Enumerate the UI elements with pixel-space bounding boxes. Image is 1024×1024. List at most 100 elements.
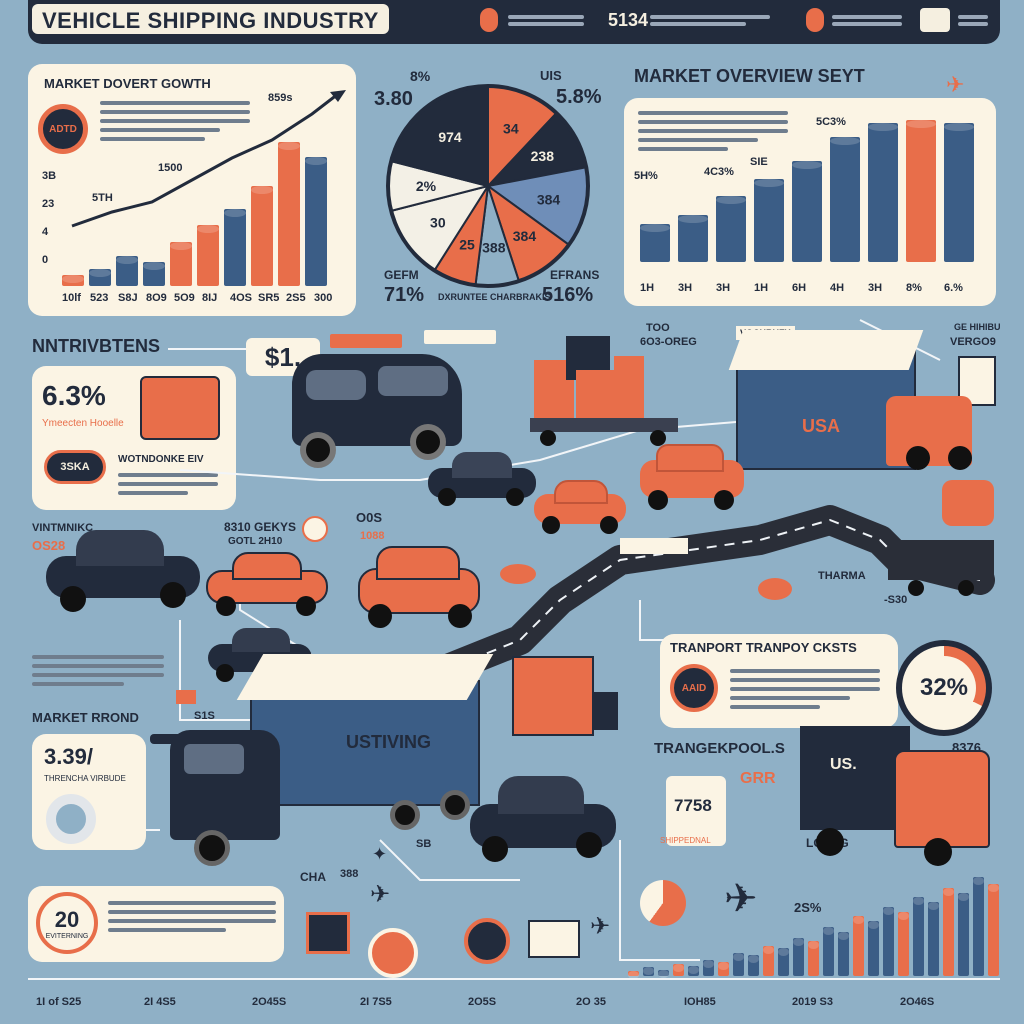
market-growth-bars xyxy=(62,120,342,286)
bottom-chart-bar xyxy=(898,912,909,976)
bottom-chart-bar xyxy=(673,964,684,976)
bottom-chart-bar xyxy=(913,897,924,976)
market-overview-bar xyxy=(792,161,822,262)
header-flag-icon[interactable] xyxy=(920,8,950,32)
warehouse-icon xyxy=(512,656,594,736)
suv-icon-2[interactable] xyxy=(358,542,480,632)
plane-icon-4: ✈ xyxy=(590,913,611,940)
xtick: S8J xyxy=(118,292,138,304)
vmnt-label-2: OS28 xyxy=(32,538,66,553)
sb-label: SB xyxy=(416,838,432,850)
plane-icon: ✈ xyxy=(946,72,965,97)
car-icon-3[interactable] xyxy=(206,548,328,618)
footer-orange-circle xyxy=(368,928,418,978)
bottom-chart-bar xyxy=(718,962,729,976)
market-growth-bar xyxy=(251,186,273,286)
pie-label-tr2: UIS xyxy=(540,68,562,83)
container-truck-icon[interactable]: USA xyxy=(728,320,980,480)
bottom-chart-bar xyxy=(763,946,774,976)
xtick: 2O45S xyxy=(252,996,287,1008)
sedan-icon-1[interactable] xyxy=(428,448,536,508)
thrama-label: THARMA xyxy=(818,570,866,582)
xtick: SR5 xyxy=(258,292,280,304)
transport-pools-caption: SHIPPEDNAL xyxy=(660,836,711,845)
xtick: 2O 35 xyxy=(576,996,606,1008)
bottom-chart-bar xyxy=(688,966,699,976)
xtick: 2I 4S5 xyxy=(144,996,176,1008)
pie-label-t: 8% xyxy=(410,68,431,84)
market-overview-title: MARKET OVERVIEW SEYT xyxy=(634,66,865,86)
footer-xaxis: 1I of S25 2I 4S5 2O45S 2I 7S5 2O5S 2O 35 IOH85… xyxy=(36,996,996,1012)
ois-label-2: 1088 xyxy=(360,530,385,542)
market-growth-bar xyxy=(278,142,300,286)
disc-icon xyxy=(46,794,96,844)
flag-tag xyxy=(330,334,402,348)
footer-caption: EVITERNING xyxy=(45,932,89,940)
gek-label-2: GOTL 2H10 xyxy=(228,536,283,547)
box-truck-label: US. xyxy=(830,756,857,773)
header-lines-2 xyxy=(650,12,770,29)
vergo-label: VERGO9 xyxy=(950,336,996,348)
market-growth-text xyxy=(100,96,250,146)
xtick: 3H xyxy=(678,282,693,294)
footer-badge: 20 EVITERNING xyxy=(36,892,98,954)
bottom-chart-bar xyxy=(883,907,894,976)
tool-icon xyxy=(150,734,190,744)
ytick: 0 xyxy=(42,254,49,266)
market-growth-xaxis: 10lf 523 S8J 8O9 5O9 8IJ 4OS SR5 2S5 300 xyxy=(62,292,342,306)
market-overview-bar xyxy=(868,123,898,262)
xtick: 2S5 xyxy=(286,292,306,304)
flatbed-truck-icon[interactable] xyxy=(530,330,680,450)
pie-slice-label: 34 xyxy=(503,120,519,136)
plane-icon-2: ✈ xyxy=(370,881,391,908)
market-growth-title: MARKET DOVERT GOWTH xyxy=(44,76,211,91)
pie-right-label: EFRANS xyxy=(550,268,600,282)
market-growth-yaxis: 3B 23 4 0 xyxy=(42,170,62,286)
transport-pools-value-b: 7758 xyxy=(674,796,712,815)
car-icon-2[interactable] xyxy=(534,476,626,536)
van-icon[interactable] xyxy=(282,344,470,476)
market-overview-bar xyxy=(640,224,670,262)
plane-icon-3: ✈ xyxy=(724,877,758,921)
market-overview-xaxis: 1H 3H 3H 1H 6H 4H 3H 8% 6.% xyxy=(640,282,982,296)
header-toggle-icon[interactable] xyxy=(480,8,498,32)
market-overview-label-b: 4C3% xyxy=(704,166,734,178)
nntr-sub-title: WOTNDONKE EIV xyxy=(118,454,204,465)
flatbed-trailer-icon[interactable] xyxy=(888,520,994,600)
tire-icon-2 xyxy=(758,578,792,600)
market-overview-label-left: 5H% xyxy=(634,170,658,182)
xtick: 1H xyxy=(754,282,769,294)
sedan-icon-4[interactable] xyxy=(470,770,616,866)
pie-bottom-label: DXRUNTEE CHARBRAKIS xyxy=(438,292,551,302)
footer-gauge xyxy=(464,918,510,964)
bottom-chart-bar xyxy=(778,948,789,976)
bottom-chart-bar xyxy=(973,877,984,976)
header-toggle-icon-2[interactable] xyxy=(806,8,824,32)
tire-icon-1 xyxy=(500,564,536,584)
bottom-chart-bar xyxy=(928,902,939,976)
gek-label-1: 8310 GEKYS xyxy=(224,520,297,534)
box-truck-icon[interactable]: US. xyxy=(794,720,994,870)
pie-outline xyxy=(386,84,590,288)
market-round-value: 3.39/ xyxy=(44,744,93,769)
sedan-icon-2[interactable] xyxy=(46,524,200,614)
nntr-sub-text xyxy=(118,468,218,500)
nntr-badge: 3SKA xyxy=(44,450,106,484)
bottom-chart-bar xyxy=(853,916,864,976)
ytick: 23 xyxy=(42,198,55,210)
price-sign: $1, xyxy=(264,341,302,372)
footer-timeline xyxy=(28,978,1000,994)
bottom-chart-bar xyxy=(823,927,834,976)
bottom-chart-bar xyxy=(838,932,849,976)
semi-truck-icon[interactable]: USTIVING xyxy=(170,640,494,872)
header-value: 5134 xyxy=(608,10,649,30)
market-growth-bar xyxy=(197,225,219,286)
bottom-chart-bar xyxy=(868,921,879,976)
page-title: VEHICLE SHIPPING INDUSTRY xyxy=(32,4,389,34)
pie-left-label: GEFM xyxy=(384,268,419,282)
suv-icon-1[interactable] xyxy=(640,442,744,512)
header-lines-1 xyxy=(508,12,584,29)
xtick: 6.% xyxy=(944,282,963,294)
pie-slice-label: 384 xyxy=(537,192,561,208)
ois-label-1: O0S xyxy=(356,510,383,525)
